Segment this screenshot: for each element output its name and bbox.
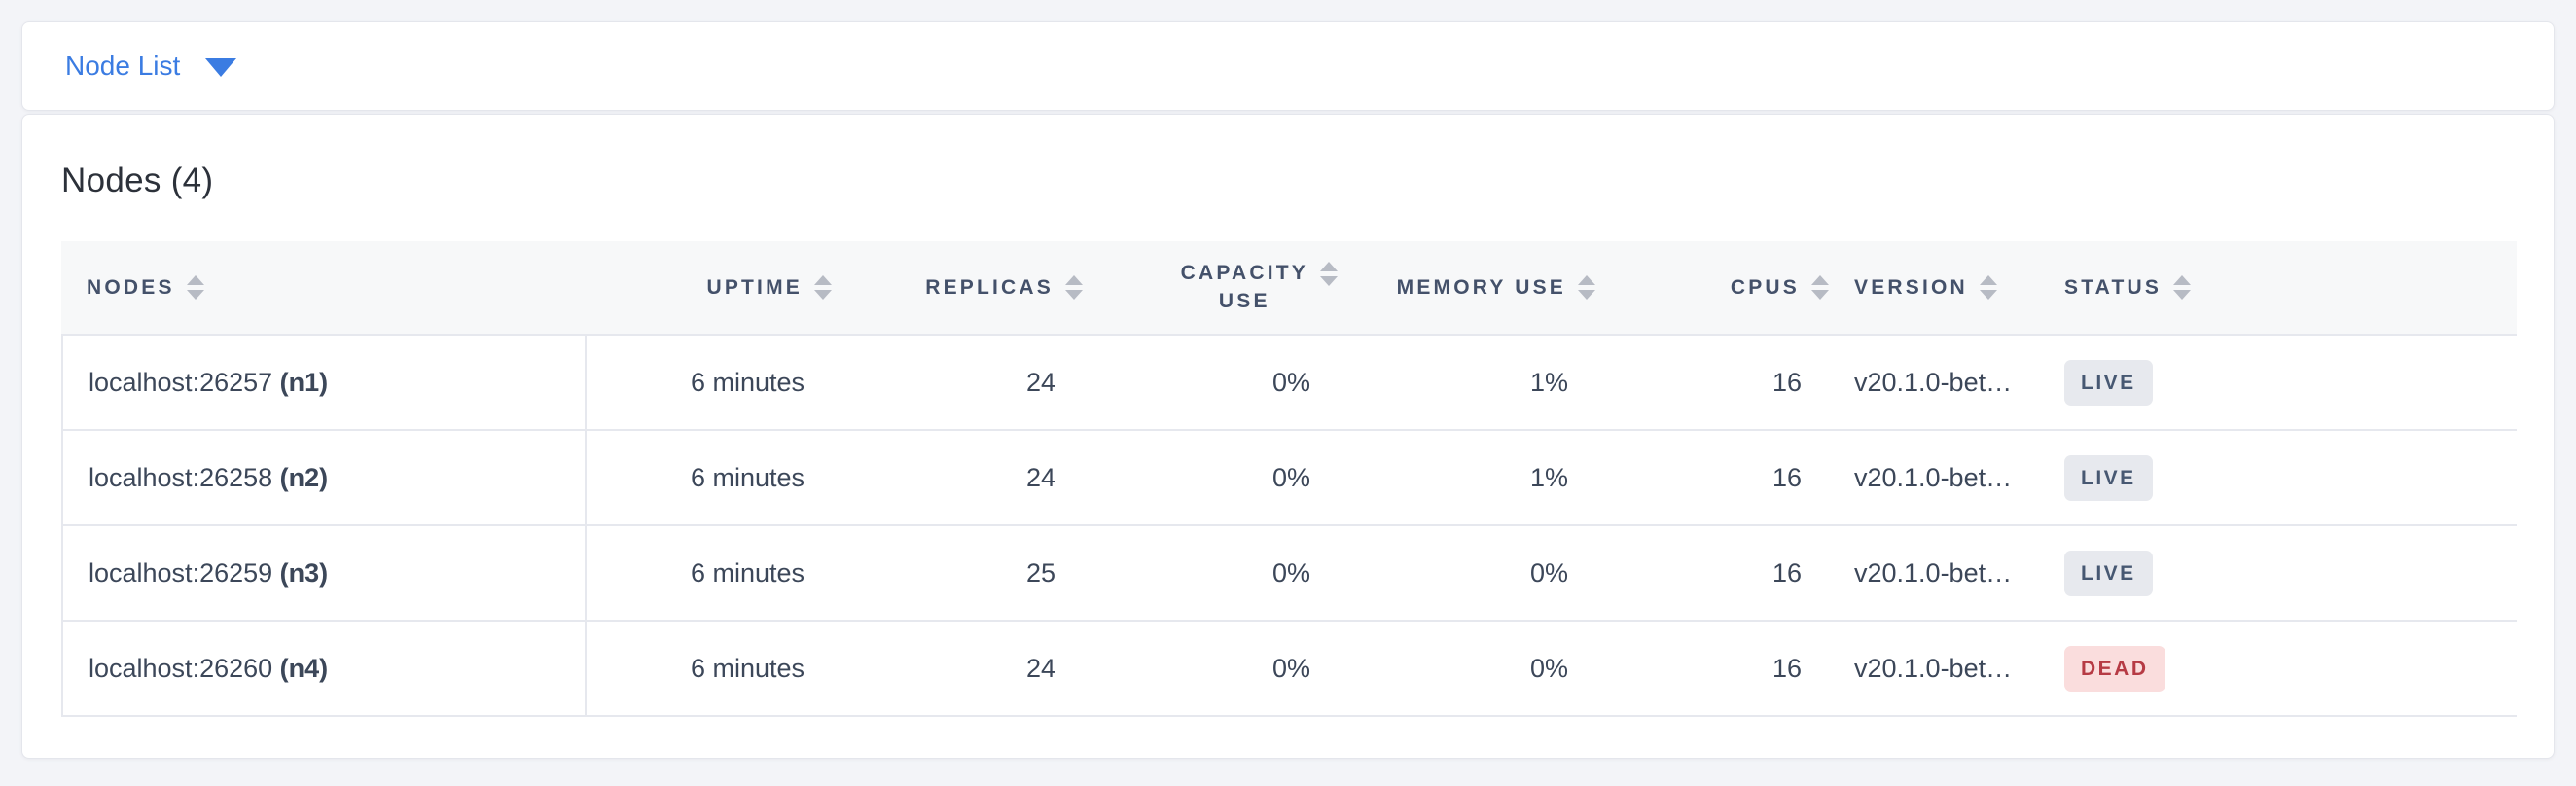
sort-icon[interactable] (1065, 275, 1083, 300)
uptime-cell: 6 minutes (587, 431, 845, 526)
replicas-cell: 24 (845, 622, 1096, 717)
table-row[interactable]: localhost:26259 (n3) 6 minutes 25 0% 0% … (61, 526, 2517, 622)
status-badge: LIVE (2064, 359, 2153, 406)
capacity-use-cell: 0% (1096, 622, 1351, 717)
column-header-cpus-label: CPUS (1730, 275, 1800, 299)
version-cell: v20.1.0-bet… (1843, 622, 2037, 717)
sort-icon[interactable] (814, 275, 832, 300)
node-table: NODES UPTIME REPLICAS (61, 241, 2517, 717)
node-address-cell[interactable]: localhost:26257 (n1) (61, 336, 587, 431)
node-id: (n3) (279, 557, 329, 588)
column-header-replicas[interactable]: REPLICAS (845, 241, 1096, 336)
status-badge: DEAD (2064, 645, 2165, 692)
memory-use-cell: 1% (1351, 336, 1609, 431)
status-badge: LIVE (2064, 550, 2153, 596)
sort-icon[interactable] (1320, 262, 1338, 287)
nodes-panel: Nodes (4) NODES UPTIME (21, 114, 2555, 759)
node-list-dropdown[interactable]: Node List (65, 51, 237, 81)
version-cell: v20.1.0-bet… (1843, 431, 2037, 526)
sort-icon[interactable] (2173, 275, 2192, 300)
replicas-cell: 25 (845, 526, 1096, 622)
uptime-cell: 6 minutes (587, 336, 845, 431)
column-header-version[interactable]: VERSION (1843, 241, 2037, 336)
replicas-cell: 24 (845, 336, 1096, 431)
node-id: (n4) (279, 653, 329, 683)
column-header-capacity-use[interactable]: CAPACITY USE (1096, 241, 1351, 336)
cpus-cell: 16 (1609, 336, 1843, 431)
sort-icon[interactable] (1979, 275, 1997, 300)
node-id: (n2) (279, 462, 329, 492)
column-header-nodes[interactable]: NODES (61, 241, 587, 336)
status-badge: LIVE (2064, 454, 2153, 501)
cpus-cell: 16 (1609, 622, 1843, 717)
sort-icon[interactable] (1578, 275, 1595, 300)
sort-icon[interactable] (186, 275, 204, 300)
capacity-use-cell: 0% (1096, 526, 1351, 622)
node-address-cell[interactable]: localhost:26259 (n3) (61, 526, 587, 622)
node-list-dropdown-label: Node List (65, 51, 181, 81)
status-cell: LIVE (2037, 336, 2517, 431)
version-cell: v20.1.0-bet… (1843, 336, 2037, 431)
column-header-version-label: VERSION (1854, 275, 1968, 299)
table-row[interactable]: localhost:26260 (n4) 6 minutes 24 0% 0% … (61, 622, 2517, 717)
column-header-capacity-use-label: CAPACITY USE (1180, 262, 1308, 312)
memory-use-cell: 0% (1351, 526, 1609, 622)
version-cell: v20.1.0-bet… (1843, 526, 2037, 622)
column-header-memory-use[interactable]: MEMORY USE (1351, 241, 1609, 336)
column-header-uptime[interactable]: UPTIME (587, 241, 845, 336)
view-selector-bar: Node List (21, 21, 2555, 111)
column-header-uptime-label: UPTIME (706, 275, 803, 299)
column-header-status-label: STATUS (2064, 275, 2163, 299)
column-header-cpus[interactable]: CPUS (1609, 241, 1843, 336)
node-address-cell[interactable]: localhost:26258 (n2) (61, 431, 587, 526)
replicas-cell: 24 (845, 431, 1096, 526)
capacity-use-cell: 0% (1096, 336, 1351, 431)
table-row[interactable]: localhost:26257 (n1) 6 minutes 24 0% 1% … (61, 336, 2517, 431)
column-header-status[interactable]: STATUS (2037, 241, 2517, 336)
table-row[interactable]: localhost:26258 (n2) 6 minutes 24 0% 1% … (61, 431, 2517, 526)
status-cell: LIVE (2037, 526, 2517, 622)
cpus-cell: 16 (1609, 526, 1843, 622)
table-header-row: NODES UPTIME REPLICAS (61, 241, 2517, 336)
page-title: Nodes (4) (61, 161, 214, 199)
column-header-memory-use-label: MEMORY USE (1396, 275, 1566, 299)
uptime-cell: 6 minutes (587, 622, 845, 717)
chevron-down-icon[interactable] (205, 58, 237, 77)
status-cell: DEAD (2037, 622, 2517, 717)
uptime-cell: 6 minutes (587, 526, 845, 622)
capacity-use-cell: 0% (1096, 431, 1351, 526)
node-id: (n1) (279, 367, 329, 397)
cpus-cell: 16 (1609, 431, 1843, 526)
memory-use-cell: 1% (1351, 431, 1609, 526)
memory-use-cell: 0% (1351, 622, 1609, 717)
status-cell: LIVE (2037, 431, 2517, 526)
column-header-replicas-label: REPLICAS (925, 275, 1054, 299)
column-header-nodes-label: NODES (87, 275, 175, 299)
sort-icon[interactable] (1811, 275, 1829, 300)
node-address-cell[interactable]: localhost:26260 (n4) (61, 622, 587, 717)
